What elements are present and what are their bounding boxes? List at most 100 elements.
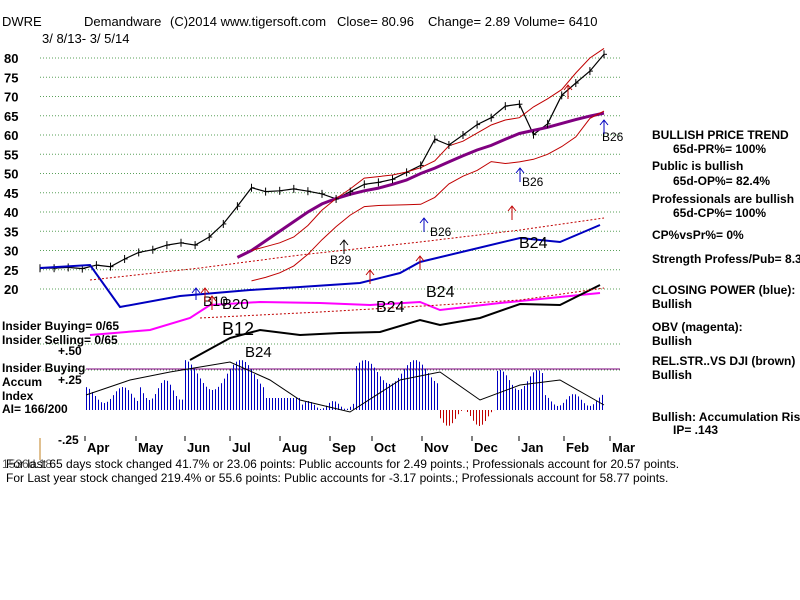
accum-bar — [419, 361, 420, 410]
accum-bar — [146, 397, 147, 410]
accum-bar — [380, 376, 381, 410]
accum-bar — [500, 370, 501, 410]
relstr-line — [189, 284, 601, 361]
y-tick-label: 55 — [4, 147, 18, 162]
accum-bar — [203, 383, 204, 410]
accum-bar — [149, 399, 150, 410]
accum-bar — [359, 362, 360, 410]
accum-bar — [260, 383, 261, 410]
accum-bar — [140, 387, 141, 410]
accum-bar — [431, 377, 432, 410]
accum-tick-minus25: -.25 — [58, 433, 79, 447]
accum-bar — [314, 404, 315, 410]
accum-bar — [545, 395, 546, 410]
accum-bar — [323, 408, 324, 410]
signal-arrow-red — [200, 287, 210, 302]
accum-status: Bullish: Accumulation Risi — [652, 410, 800, 424]
accum-bar — [137, 400, 138, 410]
accum-bar — [134, 397, 135, 410]
series-65-day-ma — [236, 111, 605, 259]
accum-bar — [398, 377, 399, 410]
accum-bar — [185, 360, 186, 410]
accum-bar — [221, 383, 222, 410]
accum-bar — [104, 402, 105, 410]
relstr-label: REL.STR..VS DJI (brown) — [652, 354, 796, 368]
signal-arrow-red — [207, 295, 217, 310]
accum-bar — [167, 380, 168, 410]
accum-bar — [488, 410, 489, 417]
cp-vs-pr: CP%vsPr%= 0% — [652, 228, 744, 242]
accum-bar — [362, 360, 363, 410]
accum-bar — [509, 380, 510, 410]
accum-bar — [548, 397, 549, 410]
accum-bar — [239, 360, 240, 410]
month-label: Aug — [282, 440, 307, 455]
accum-bar — [284, 398, 285, 410]
month-label: Jan — [521, 440, 543, 455]
accum-bar — [512, 384, 513, 410]
accum-bar — [329, 402, 330, 410]
accum-bar — [257, 379, 258, 410]
ip-value: IP= .143 — [673, 423, 719, 437]
footer-line-1: For last 65 days stock changed 41.7% or … — [6, 457, 680, 471]
month-label: Nov — [424, 440, 449, 455]
accum-bar — [530, 376, 531, 410]
accum-bar — [293, 398, 294, 410]
accum-bar — [176, 395, 177, 410]
footer-prefix: 1536d.18 — [2, 457, 53, 471]
accum-bar — [437, 383, 438, 410]
accum-bar — [326, 405, 327, 410]
accum-bar — [122, 387, 123, 410]
accum-title-2: Accum — [2, 375, 43, 389]
accum-bar — [227, 373, 228, 410]
accum-bar — [305, 401, 306, 410]
accum-bar — [206, 386, 207, 410]
accum-bar — [296, 398, 297, 410]
accum-bar — [518, 389, 519, 410]
accum-bar — [569, 396, 570, 410]
ticker-label: DWRE — [2, 14, 42, 29]
month-label: Jun — [187, 440, 210, 455]
accum-bar — [338, 403, 339, 410]
month-label: Mar — [612, 440, 635, 455]
accum-bar — [563, 402, 564, 410]
y-tick-label: 80 — [4, 51, 18, 66]
accum-bar — [101, 402, 102, 410]
accum-bar — [572, 394, 573, 410]
accum-bar — [119, 388, 120, 410]
accum-bar — [278, 398, 279, 410]
accum-bar — [131, 393, 132, 410]
accum-bar — [311, 402, 312, 410]
accum-bar — [560, 405, 561, 410]
accum-bar — [275, 398, 276, 410]
accum-bar — [521, 389, 522, 410]
accum-bar — [251, 369, 252, 410]
accum-bar — [125, 387, 126, 410]
closing-power-label: CLOSING POWER (blue): — [652, 283, 796, 297]
accum-tick-plus25: +.25 — [58, 373, 82, 387]
accum-bar — [350, 406, 351, 410]
accum-bar — [341, 406, 342, 410]
accum-bar — [386, 382, 387, 410]
y-tick-label: 60 — [4, 128, 18, 143]
accum-bar — [107, 401, 108, 410]
accum-bar — [116, 391, 117, 410]
obv-line — [89, 292, 601, 336]
volume-value: Volume= 6410 — [514, 14, 598, 29]
accum-bar — [542, 373, 543, 410]
accum-bar — [443, 410, 444, 423]
accum-bar — [128, 390, 129, 410]
accum-bar — [479, 410, 480, 426]
signal-label: B24 — [376, 299, 405, 316]
accum-bar — [179, 399, 180, 410]
accum-bar — [392, 383, 393, 410]
accum-bar — [161, 382, 162, 410]
signal-label: B26 — [430, 225, 452, 239]
accum-bar — [596, 401, 597, 410]
signal-label: B24 — [519, 235, 548, 252]
signal-arrow — [515, 167, 525, 182]
accum-bar — [584, 403, 585, 410]
accum-bar — [236, 361, 237, 410]
closing-power-status: Bullish — [652, 297, 693, 311]
y-tick-label: 65 — [4, 109, 18, 124]
